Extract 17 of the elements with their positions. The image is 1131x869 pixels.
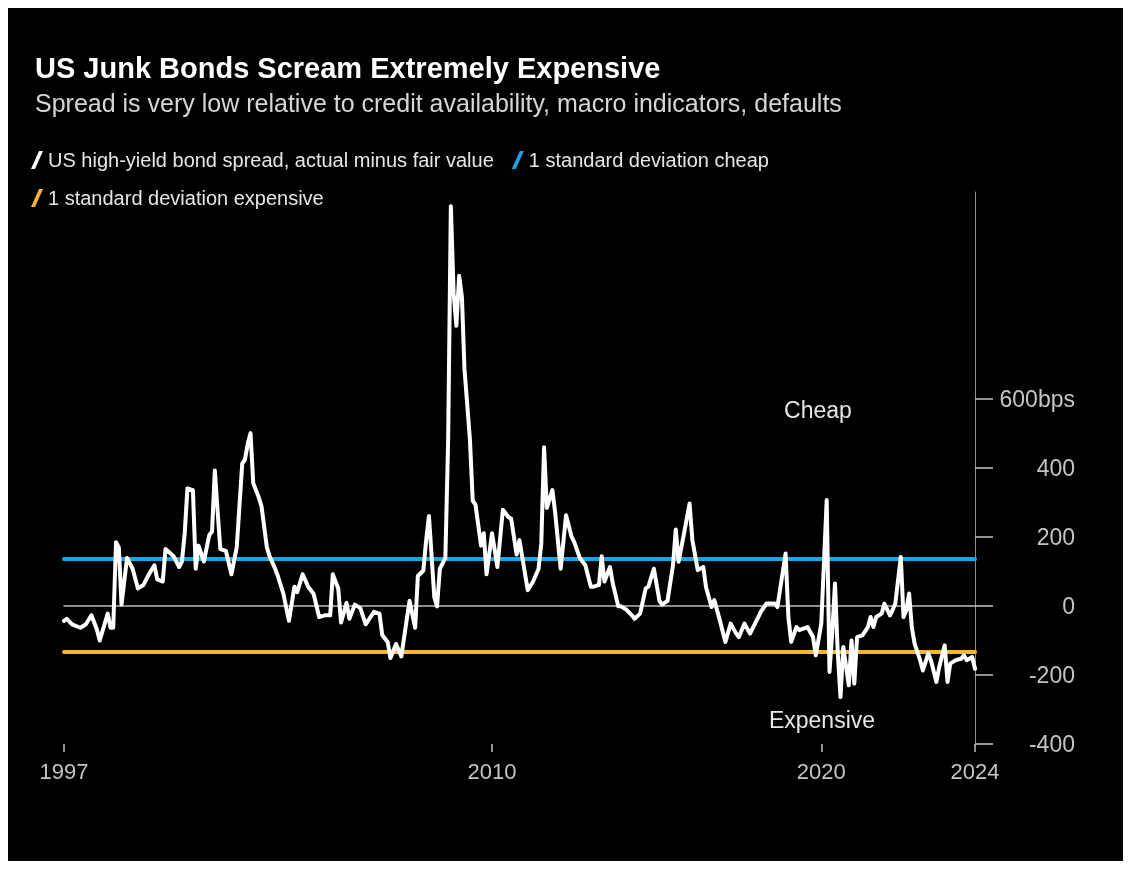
legend-label: US high-yield bond spread, actual minus fair value [48, 149, 494, 171]
x-tick-label: 1997 [39, 758, 89, 784]
y-tick-label: -400 [1028, 731, 1075, 757]
y-tick-label: -200 [1028, 662, 1075, 688]
y-tick-label: 0 [1062, 593, 1075, 619]
chart-title: US Junk Bonds Scream Extremely Expensive [35, 51, 661, 84]
legend-label: 1 standard deviation expensive [48, 187, 324, 209]
y-tick-label: 200 [1036, 524, 1075, 550]
annotation: Cheap [784, 397, 852, 423]
y-tick-label: 600bps [999, 386, 1075, 412]
legend-label: 1 standard deviation cheap [528, 149, 769, 171]
x-tick-label: 2010 [467, 758, 517, 784]
x-tick-label: 2024 [950, 758, 1000, 784]
chart-subtitle: Spread is very low relative to credit availability, macro indicators, defaults [35, 88, 842, 117]
x-tick-label: 2020 [796, 758, 846, 784]
y-tick-label: 400 [1036, 455, 1075, 481]
annotation: Expensive [768, 707, 876, 733]
